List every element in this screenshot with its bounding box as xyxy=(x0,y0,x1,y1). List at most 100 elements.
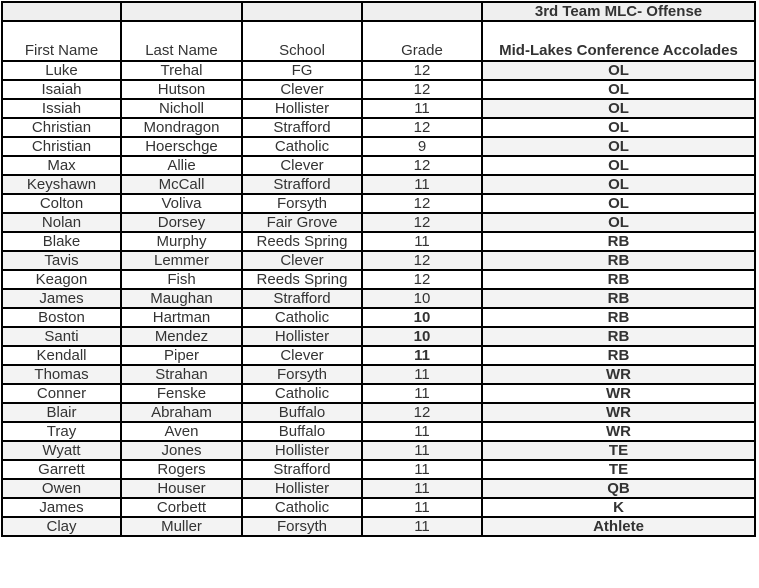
accolade-cell[interactable]: OL xyxy=(481,98,756,119)
first-name-cell[interactable]: Conner xyxy=(1,383,122,404)
first-name-cell[interactable]: Tavis xyxy=(1,250,122,271)
header-grade[interactable]: Grade xyxy=(361,20,483,62)
grade-cell[interactable]: 10 xyxy=(361,326,483,347)
first-name-cell[interactable]: Colton xyxy=(1,193,122,214)
last-name-cell[interactable]: Mendez xyxy=(120,326,243,347)
last-name-cell[interactable]: Fenske xyxy=(120,383,243,404)
school-cell[interactable]: Buffalo xyxy=(241,402,363,423)
cell[interactable] xyxy=(361,1,483,22)
first-name-cell[interactable]: Wyatt xyxy=(1,440,122,461)
school-cell[interactable]: Catholic xyxy=(241,383,363,404)
accolade-cell[interactable]: RB xyxy=(481,269,756,290)
grade-cell[interactable]: 12 xyxy=(361,60,483,81)
school-cell[interactable]: Hollister xyxy=(241,326,363,347)
grade-cell[interactable]: 12 xyxy=(361,212,483,233)
accolade-cell[interactable]: OL xyxy=(481,174,756,195)
school-cell[interactable]: Catholic xyxy=(241,136,363,157)
grade-cell[interactable]: 12 xyxy=(361,79,483,100)
school-cell[interactable]: Hollister xyxy=(241,440,363,461)
last-name-cell[interactable]: Houser xyxy=(120,478,243,499)
school-cell[interactable]: Clever xyxy=(241,155,363,176)
first-name-cell[interactable]: Clay xyxy=(1,516,122,537)
last-name-cell[interactable]: Murphy xyxy=(120,231,243,252)
last-name-cell[interactable]: Maughan xyxy=(120,288,243,309)
first-name-cell[interactable]: Blair xyxy=(1,402,122,423)
accolade-cell[interactable]: OL xyxy=(481,79,756,100)
last-name-cell[interactable]: Lemmer xyxy=(120,250,243,271)
last-name-cell[interactable]: Strahan xyxy=(120,364,243,385)
last-name-cell[interactable]: McCall xyxy=(120,174,243,195)
accolade-cell[interactable]: WR xyxy=(481,364,756,385)
school-cell[interactable]: Strafford xyxy=(241,174,363,195)
grade-cell[interactable]: 10 xyxy=(361,307,483,328)
school-cell[interactable]: Clever xyxy=(241,345,363,366)
last-name-cell[interactable]: Abraham xyxy=(120,402,243,423)
school-cell[interactable]: Buffalo xyxy=(241,421,363,442)
first-name-cell[interactable]: Garrett xyxy=(1,459,122,480)
first-name-cell[interactable]: Owen xyxy=(1,478,122,499)
accolade-cell[interactable]: K xyxy=(481,497,756,518)
accolade-cell[interactable]: OL xyxy=(481,117,756,138)
last-name-cell[interactable]: Hartman xyxy=(120,307,243,328)
grade-cell[interactable]: 11 xyxy=(361,497,483,518)
grade-cell[interactable]: 11 xyxy=(361,345,483,366)
grade-cell[interactable]: 11 xyxy=(361,421,483,442)
last-name-cell[interactable]: Hoerschge xyxy=(120,136,243,157)
accolade-cell[interactable]: TE xyxy=(481,459,756,480)
school-cell[interactable]: Clever xyxy=(241,79,363,100)
header-school[interactable]: School xyxy=(241,20,363,62)
grade-cell[interactable]: 10 xyxy=(361,288,483,309)
school-cell[interactable]: Clever xyxy=(241,250,363,271)
school-cell[interactable]: Strafford xyxy=(241,459,363,480)
accolade-cell[interactable]: RB xyxy=(481,326,756,347)
header-first-name[interactable]: First Name xyxy=(1,20,122,62)
grade-cell[interactable]: 11 xyxy=(361,231,483,252)
grade-cell[interactable]: 12 xyxy=(361,155,483,176)
first-name-cell[interactable]: Blake xyxy=(1,231,122,252)
first-name-cell[interactable]: Keyshawn xyxy=(1,174,122,195)
school-cell[interactable]: Hollister xyxy=(241,98,363,119)
school-cell[interactable]: Reeds Spring xyxy=(241,231,363,252)
first-name-cell[interactable]: Kendall xyxy=(1,345,122,366)
first-name-cell[interactable]: Christian xyxy=(1,136,122,157)
accolade-cell[interactable]: RB xyxy=(481,345,756,366)
first-name-cell[interactable]: James xyxy=(1,497,122,518)
last-name-cell[interactable]: Nicholl xyxy=(120,98,243,119)
school-cell[interactable]: Forsyth xyxy=(241,516,363,537)
grade-cell[interactable]: 12 xyxy=(361,193,483,214)
first-name-cell[interactable]: Nolan xyxy=(1,212,122,233)
first-name-cell[interactable]: Keagon xyxy=(1,269,122,290)
first-name-cell[interactable]: Max xyxy=(1,155,122,176)
grade-cell[interactable]: 9 xyxy=(361,136,483,157)
grade-cell[interactable]: 11 xyxy=(361,440,483,461)
grade-cell[interactable]: 12 xyxy=(361,402,483,423)
accolade-cell[interactable]: WR xyxy=(481,402,756,423)
last-name-cell[interactable]: Muller xyxy=(120,516,243,537)
school-cell[interactable]: Forsyth xyxy=(241,193,363,214)
accolade-cell[interactable]: OL xyxy=(481,60,756,81)
last-name-cell[interactable]: Rogers xyxy=(120,459,243,480)
last-name-cell[interactable]: Corbett xyxy=(120,497,243,518)
school-cell[interactable]: Fair Grove xyxy=(241,212,363,233)
first-name-cell[interactable]: Santi xyxy=(1,326,122,347)
school-cell[interactable]: Reeds Spring xyxy=(241,269,363,290)
school-cell[interactable]: Forsyth xyxy=(241,364,363,385)
accolade-cell[interactable]: TE xyxy=(481,440,756,461)
last-name-cell[interactable]: Trehal xyxy=(120,60,243,81)
accolade-cell[interactable]: RB xyxy=(481,307,756,328)
accolade-cell[interactable]: Athlete xyxy=(481,516,756,537)
table-title[interactable]: 3rd Team MLC- Offense xyxy=(481,1,756,22)
school-cell[interactable]: FG xyxy=(241,60,363,81)
first-name-cell[interactable]: Boston xyxy=(1,307,122,328)
first-name-cell[interactable]: Isaiah xyxy=(1,79,122,100)
last-name-cell[interactable]: Voliva xyxy=(120,193,243,214)
last-name-cell[interactable]: Jones xyxy=(120,440,243,461)
last-name-cell[interactable]: Piper xyxy=(120,345,243,366)
accolade-cell[interactable]: QB xyxy=(481,478,756,499)
school-cell[interactable]: Hollister xyxy=(241,478,363,499)
last-name-cell[interactable]: Allie xyxy=(120,155,243,176)
header-accolades[interactable]: Mid-Lakes Conference Accolades xyxy=(481,20,756,62)
accolade-cell[interactable]: OL xyxy=(481,212,756,233)
grade-cell[interactable]: 11 xyxy=(361,364,483,385)
first-name-cell[interactable]: James xyxy=(1,288,122,309)
